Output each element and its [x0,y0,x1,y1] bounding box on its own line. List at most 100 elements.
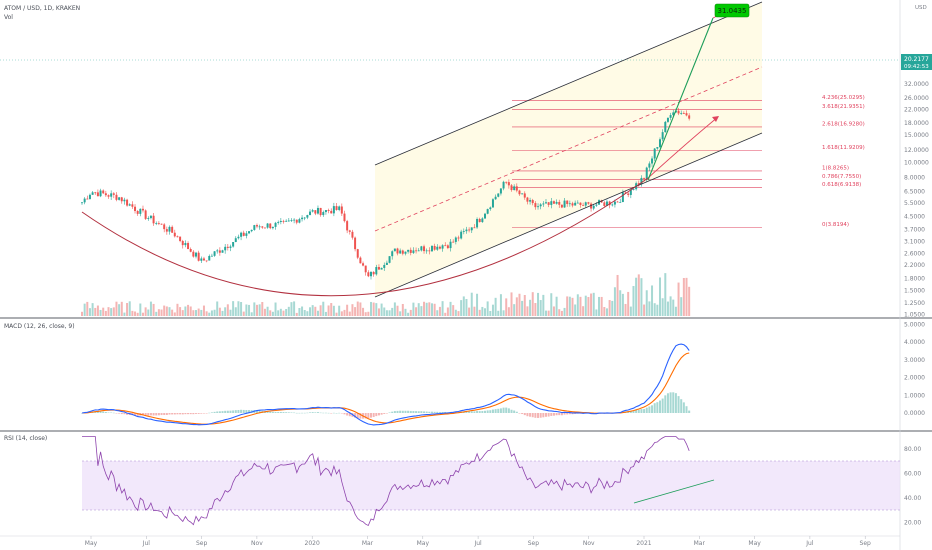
macd-histogram-bar [338,412,341,414]
macd-histogram-bar [277,411,280,413]
candle-body [287,220,290,222]
price-axis-label: 15.0000 [904,132,929,139]
macd-histogram-bar [184,413,187,415]
volume-bar [391,307,394,316]
price-axis-label: 2.2000 [904,262,925,269]
candle-body [401,250,404,254]
volume-bar [624,303,627,316]
candle-body [462,231,465,232]
volume-bar [603,307,606,316]
candle-body [258,226,261,228]
volume-bar [306,311,309,316]
rsi-axis-label: 60.00 [904,470,921,477]
volume-bar [568,296,571,316]
time-axis-label: Nov [583,540,595,547]
macd-histogram-bar [356,413,359,419]
current-price-tag[interactable] [901,54,932,70]
volume-bar [115,301,118,316]
target-price-tag[interactable] [714,3,750,18]
candle-body [404,251,407,254]
channel-lower-line[interactable] [374,132,763,298]
candle-body [271,226,274,229]
macd-histogram-bar [529,413,532,417]
volume-bar [584,295,587,316]
macd-histogram-bar [197,413,200,414]
volume-bar [86,301,89,316]
candle-body [303,217,306,219]
macd-histogram-bar [354,413,357,418]
price-axis[interactable]: 45.000032.000026.000022.000018.000015.00… [904,58,929,319]
candle-body [197,252,200,261]
rounded-bottom-arc[interactable] [81,177,649,297]
candle-body [160,223,163,225]
volume-bar [277,310,280,316]
candle-body [491,199,494,208]
candle-body [423,246,426,252]
macd-histogram-bar [195,413,198,414]
volume-bar [362,307,365,316]
macd-histogram-bar [242,409,245,413]
candle-body [552,201,555,204]
candle-body [473,227,476,229]
rsi-line[interactable] [82,436,690,527]
volume-bar [521,300,524,316]
candle-body [510,185,513,191]
volume-bar [375,303,378,316]
candle-body [523,193,526,198]
candle-body [213,251,216,256]
time-axis-label: Jul [473,540,482,547]
candle-body [346,221,349,231]
macd-histogram-bar [542,413,545,418]
volume-bar [486,301,489,316]
candle-body [372,271,375,275]
candle-body [465,229,468,232]
macd-axis[interactable]: 5.0000 4.0000 3.0000 2.0000 1.0000 0.0000 [904,322,925,418]
channel-upper-line[interactable] [374,1,763,166]
candle-body [179,236,182,242]
time-axis-label: Jul [142,540,151,547]
candle-body [237,236,240,239]
volume-bar [627,291,630,316]
macd-histogram-bar [81,413,83,414]
volume-bar [324,311,327,316]
candle-body [396,248,399,254]
macd-histogram-bar [309,412,312,413]
macd-histogram-bar [682,402,685,413]
volume-bar [338,305,341,316]
arc-projection-line[interactable] [647,116,719,179]
volume-bar [571,297,574,316]
macd-histogram-bar [497,408,500,413]
candle-body [165,229,168,232]
fibonacci-levels[interactable]: 4.236(25.0295) 3.618(21.9351) 2.618(16.928… [512,95,865,228]
rsi-plot [82,436,690,527]
rsi-axis[interactable]: 80.00 60.00 40.00 20.00 [904,446,921,527]
volume-bar [396,305,399,316]
channel-midline[interactable] [374,66,763,232]
volume-bar [263,308,266,316]
volume-bar [120,301,123,316]
macd-histogram-bar [335,412,338,414]
volume-bar [136,312,139,316]
volume-bar [255,304,258,316]
parabolic-trendline[interactable] [647,17,714,181]
volume-bar [346,304,349,316]
volume-bar [104,310,107,316]
candle-body [86,198,89,200]
candle-body [118,197,121,200]
volume-bar [248,304,251,316]
volume-bar [314,306,317,316]
candle-body [83,198,86,203]
volume-bar [364,312,367,316]
time-axis[interactable]: May Jul Sep Nov 2020 Mar May Jul Sep Nov 2021 Mar Ma… [85,536,871,547]
macd-histogram-bar [192,413,195,415]
macd-histogram-bar [417,411,420,413]
volume-bar [595,309,598,316]
volume-bar [393,302,396,316]
macd-histogram-bar [340,413,343,414]
candle-body [513,186,516,191]
macd-line[interactable] [81,343,690,426]
rsi-support-trendline[interactable] [633,479,715,504]
candle-body [627,193,630,195]
macd-histogram-bar [282,412,285,413]
